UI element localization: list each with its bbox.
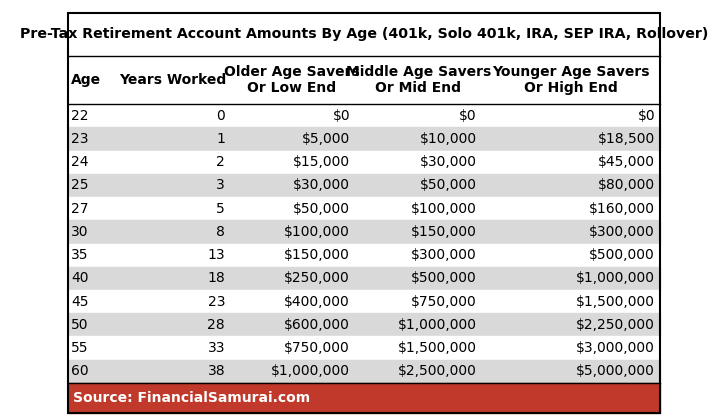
Text: 1: 1 [216, 132, 225, 146]
Text: 22: 22 [71, 109, 89, 123]
Text: 23: 23 [207, 294, 225, 309]
Text: $160,000: $160,000 [589, 202, 655, 216]
Text: $80,000: $80,000 [598, 178, 655, 193]
Text: $750,000: $750,000 [285, 341, 350, 355]
Text: $1,000,000: $1,000,000 [576, 271, 655, 285]
Text: Years Worked: Years Worked [119, 73, 226, 87]
Text: 30: 30 [71, 225, 89, 239]
Text: $0: $0 [638, 109, 655, 123]
Text: $30,000: $30,000 [293, 178, 350, 193]
Text: 27: 27 [71, 202, 89, 216]
Text: $1,000,000: $1,000,000 [398, 318, 477, 332]
Text: $30,000: $30,000 [420, 155, 477, 169]
Text: $45,000: $45,000 [598, 155, 655, 169]
Text: 50: 50 [71, 318, 89, 332]
Text: 0: 0 [216, 109, 225, 123]
Text: $150,000: $150,000 [411, 225, 477, 239]
Text: 33: 33 [207, 341, 225, 355]
Text: 28: 28 [207, 318, 225, 332]
Text: Younger Age Savers
Or High End: Younger Age Savers Or High End [492, 65, 649, 95]
Text: $1,500,000: $1,500,000 [398, 341, 477, 355]
Bar [68, 220, 660, 244]
Text: 18: 18 [207, 271, 225, 285]
Text: $300,000: $300,000 [411, 248, 477, 262]
Bar [68, 174, 660, 197]
Text: $600,000: $600,000 [284, 318, 350, 332]
Bar [68, 383, 660, 413]
Text: $50,000: $50,000 [420, 178, 477, 193]
Text: $250,000: $250,000 [285, 271, 350, 285]
Text: Age: Age [71, 73, 101, 87]
Text: 25: 25 [71, 178, 89, 193]
Text: Older Age Savers
Or Low End: Older Age Savers Or Low End [223, 65, 360, 95]
Text: 38: 38 [207, 364, 225, 378]
Text: 13: 13 [207, 248, 225, 262]
Bar [68, 359, 660, 383]
Text: Pre-Tax Retirement Account Amounts By Age (401k, Solo 401k, IRA, SEP IRA, Rollov: Pre-Tax Retirement Account Amounts By Ag… [20, 28, 708, 41]
Text: $500,000: $500,000 [589, 248, 655, 262]
Bar [68, 313, 660, 337]
Text: 60: 60 [71, 364, 89, 378]
Text: 3: 3 [216, 178, 225, 193]
Text: Source: FinancialSamurai.com: Source: FinancialSamurai.com [73, 391, 310, 405]
Text: $100,000: $100,000 [284, 225, 350, 239]
Bar [68, 104, 660, 128]
Text: $1,500,000: $1,500,000 [576, 294, 655, 309]
Bar [68, 267, 660, 290]
Bar [68, 128, 660, 151]
Text: 8: 8 [216, 225, 225, 239]
Text: 5: 5 [216, 202, 225, 216]
Text: $2,250,000: $2,250,000 [576, 318, 655, 332]
Bar [68, 151, 660, 174]
Text: $0: $0 [459, 109, 477, 123]
Text: $50,000: $50,000 [293, 202, 350, 216]
Text: $500,000: $500,000 [411, 271, 477, 285]
Bar [68, 244, 660, 267]
Text: Middle Age Savers
Or Mid End: Middle Age Savers Or Mid End [346, 65, 491, 95]
Text: $15,000: $15,000 [293, 155, 350, 169]
Text: $18,500: $18,500 [598, 132, 655, 146]
Text: $150,000: $150,000 [284, 248, 350, 262]
Text: $5,000,000: $5,000,000 [576, 364, 655, 378]
Text: 2: 2 [216, 155, 225, 169]
Bar [68, 337, 660, 359]
Text: $5,000: $5,000 [302, 132, 350, 146]
Text: 23: 23 [71, 132, 89, 146]
Text: $10,000: $10,000 [420, 132, 477, 146]
Text: $0: $0 [333, 109, 350, 123]
Text: $100,000: $100,000 [411, 202, 477, 216]
Text: $400,000: $400,000 [285, 294, 350, 309]
Text: $3,000,000: $3,000,000 [576, 341, 655, 355]
Bar [68, 197, 660, 220]
Bar [68, 290, 660, 313]
Text: $750,000: $750,000 [411, 294, 477, 309]
Text: $2,500,000: $2,500,000 [398, 364, 477, 378]
Text: 55: 55 [71, 341, 89, 355]
Text: $1,000,000: $1,000,000 [271, 364, 350, 378]
Text: $300,000: $300,000 [589, 225, 655, 239]
Text: 40: 40 [71, 271, 89, 285]
Text: 35: 35 [71, 248, 89, 262]
Text: 45: 45 [71, 294, 89, 309]
Text: 24: 24 [71, 155, 89, 169]
